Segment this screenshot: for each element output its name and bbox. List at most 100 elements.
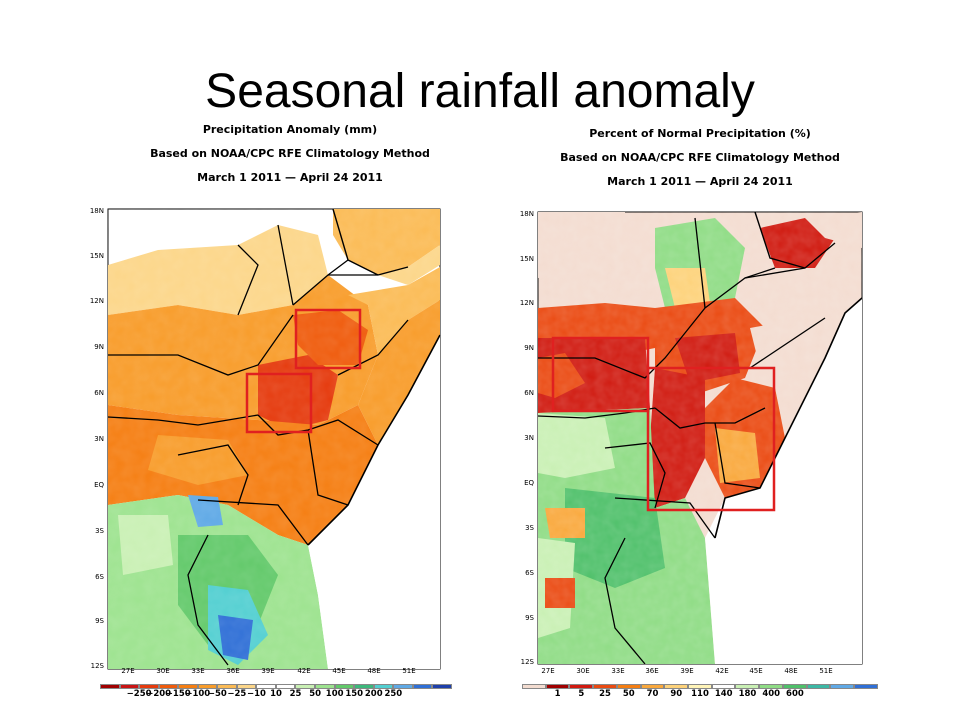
legend-swatch [830, 684, 855, 689]
legend-label: 400 [762, 689, 781, 699]
legend-label: 1 [554, 689, 561, 699]
left-lon-tick: 27E [121, 667, 134, 675]
right-panel-title: Percent of Normal Precipitation (%) Base… [540, 122, 860, 194]
right-lat-tick: EQ [524, 479, 534, 487]
legend-swatch [432, 684, 452, 689]
right-lat-tick: 15N [520, 255, 534, 263]
legend-label: 50 [622, 689, 635, 699]
legend-swatch [100, 684, 120, 689]
right-title-line-3: March 1 2011 — April 24 2011 [607, 175, 793, 188]
legend-swatch [354, 684, 374, 689]
legend-swatch [236, 684, 257, 689]
right-box-east [646, 366, 776, 512]
legend-label: 25 [289, 689, 302, 699]
slide-title: Seasonal rainfall anomaly [205, 65, 755, 118]
legend-swatch [139, 684, 159, 689]
legend-label: 600 [786, 689, 804, 699]
legend-swatch [782, 684, 807, 689]
legend-label: −250 [126, 689, 152, 699]
legend-label: 10 [270, 689, 282, 699]
legend-label: 50 [309, 689, 322, 699]
legend-label: 5 [578, 689, 585, 699]
right-lat-tick: 9N [524, 344, 534, 352]
left-lat-tick: 6S [95, 573, 104, 581]
legend-swatch [178, 684, 198, 689]
legend-swatch [393, 684, 413, 689]
legend-swatch [593, 684, 617, 689]
legend-label: 90 [670, 689, 683, 699]
right-lat-tick: 6S [525, 569, 534, 577]
legend-swatch [545, 684, 570, 689]
legend-swatch [616, 684, 641, 689]
legend-label: 200 [364, 689, 383, 699]
legend-swatch [315, 684, 335, 689]
legend-swatch [711, 684, 736, 689]
right-lon-tick: 51E [819, 667, 832, 675]
right-lon-tick: 42E [715, 667, 728, 675]
left-lat-tick: 18N [90, 207, 104, 215]
left-lat-tick: EQ [94, 481, 104, 489]
legend-swatch [295, 684, 316, 689]
legend-swatch [119, 684, 140, 689]
left-lon-tick: 48E [367, 667, 380, 675]
legend-label: −25 [227, 689, 247, 699]
legend-label: 250 [384, 689, 403, 699]
left-lon-tick: 36E [226, 667, 239, 675]
legend-swatch [334, 684, 355, 689]
legend-swatch [569, 684, 594, 689]
legend-label: −200 [146, 689, 172, 699]
legend-label: 150 [345, 689, 364, 699]
right-lat-tick: 3N [524, 434, 534, 442]
left-title-line-1: Precipitation Anomaly (mm) [202, 123, 378, 136]
right-lon-ticks: 27E 30E 33E 36E 39E 42E 45E 48E 51E [541, 667, 832, 675]
legend-label: 100 [325, 689, 344, 699]
left-lat-tick: 3N [94, 435, 104, 443]
legend-swatch [688, 684, 712, 689]
right-legend-colorbar [522, 684, 878, 689]
left-lat-tick: 12N [90, 297, 104, 305]
left-title-line-3: March 1 2011 — April 24 2011 [197, 171, 383, 184]
left-box-south [245, 372, 313, 434]
left-map-fill [107, 208, 441, 669]
left-box-north [294, 308, 362, 370]
legend-label: 25 [599, 689, 611, 699]
right-lon-tick: 39E [680, 667, 693, 675]
legend-swatch [373, 684, 394, 689]
legend-label: −50 [207, 689, 227, 699]
left-lat-tick: 12S [91, 662, 105, 670]
left-lat-ticks: 18N 15N 12N 9N 6N 3N EQ 3S 6S 9S 12S [90, 207, 105, 670]
right-lon-tick: 48E [784, 667, 797, 675]
legend-swatch [806, 684, 831, 689]
left-lat-tick: 6N [94, 389, 104, 397]
left-anomaly-map: 18N 15N 12N 9N 6N 3N EQ 3S 6S 9S 12S [90, 207, 441, 670]
legend-swatch [640, 684, 665, 689]
legend-swatch [412, 684, 433, 689]
legend-swatch [854, 684, 878, 689]
right-lon-tick: 27E [541, 667, 554, 675]
left-lat-tick: 9N [94, 343, 104, 351]
right-lon-tick: 45E [749, 667, 762, 675]
right-lat-tick: 18N [520, 210, 534, 218]
legend-swatch [158, 684, 179, 689]
legend-swatch [197, 684, 218, 689]
left-panel-title: Precipitation Anomaly (mm) Based on NOAA… [120, 118, 460, 190]
legend-swatch [275, 684, 296, 689]
legend-label: 70 [646, 689, 659, 699]
legend-swatch [759, 684, 783, 689]
left-lon-tick: 33E [191, 667, 204, 675]
legend-label: 110 [691, 689, 709, 699]
legend-swatch [217, 684, 237, 689]
left-title-line-2: Based on NOAA/CPC RFE Climatology Method [150, 147, 430, 160]
right-lat-tick: 9S [525, 614, 534, 622]
right-map-fill [537, 211, 863, 665]
legend-swatch [522, 684, 546, 689]
legend-swatch [664, 684, 689, 689]
right-title-line-1: Percent of Normal Precipitation (%) [589, 127, 811, 140]
left-legend-colorbar [100, 684, 452, 689]
legend-label: −150 [165, 689, 191, 699]
left-lon-ticks: 27E 30E 33E 36E 39E 42E 45E 48E 51E [121, 667, 415, 675]
left-lat-tick: 9S [95, 617, 104, 625]
right-lat-tick: 12S [521, 658, 535, 666]
right-percent-map: 18N 15N 12N 9N 6N 3N EQ 3S 6S 9S 12S [520, 210, 863, 666]
legend-label: 180 [738, 689, 757, 699]
